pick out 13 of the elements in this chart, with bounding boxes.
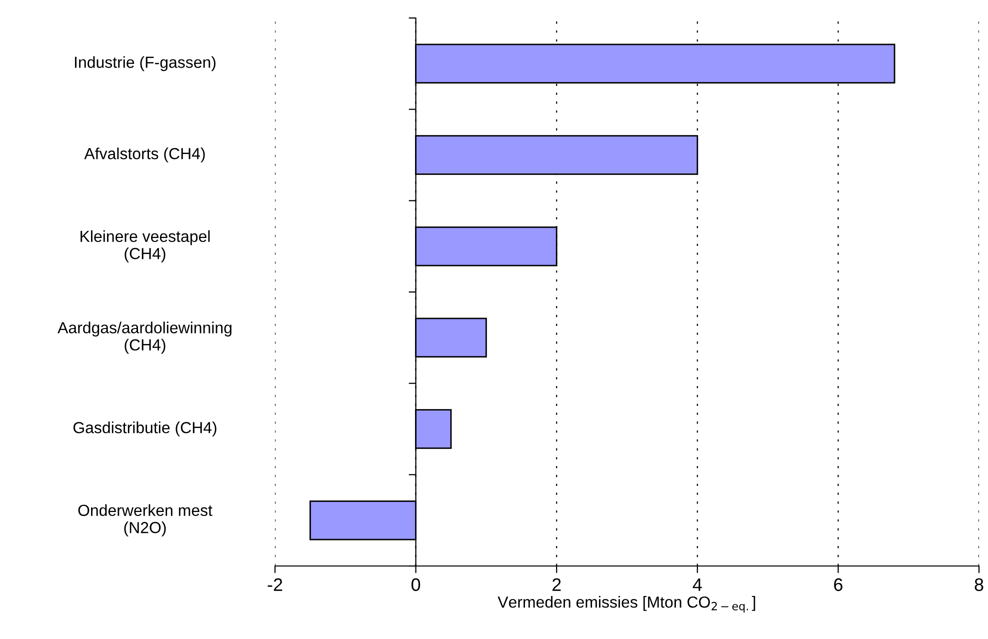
y-tick-label: Afvalstorts (CH4) <box>84 148 205 162</box>
x-tick-label: -2 <box>268 578 282 591</box>
x-tick-label: 8 <box>974 578 984 592</box>
y-tick-label: Aardgas/aardoliewinning (CH4) <box>58 322 232 354</box>
x-tick-label: 2 <box>552 578 561 591</box>
x-axis-title: Vermeden emissies [Mton CO$_{2−eq.}$] <box>498 596 756 613</box>
y-tick-label: Kleinere veestapel (CH4) <box>80 230 210 262</box>
x-tick-label: 6 <box>834 578 842 592</box>
x-tick-label: 4 <box>692 578 702 591</box>
y-tick-label: Gasdistributie (CH4) <box>73 422 216 436</box>
x-tick-label: 0 <box>411 578 420 592</box>
y-tick-label: Industrie (F-gassen) <box>75 56 216 72</box>
y-tick-label: Onderwerken mest (N2O) <box>78 504 212 536</box>
